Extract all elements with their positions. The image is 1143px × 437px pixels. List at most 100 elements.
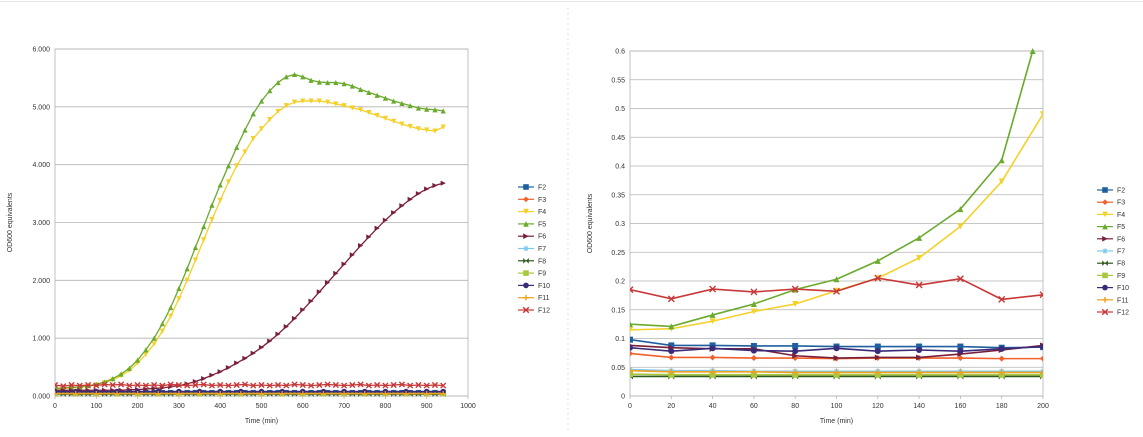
data-point xyxy=(630,367,633,374)
data-point xyxy=(151,341,157,347)
data-point xyxy=(267,116,273,123)
legend-marker xyxy=(1102,260,1108,266)
y-tick-label: 0.2 xyxy=(615,279,625,286)
data-point xyxy=(84,381,92,389)
data-point xyxy=(833,276,840,283)
data-point xyxy=(333,270,339,276)
y-tick-label: 0.4 xyxy=(615,164,625,171)
data-point xyxy=(792,301,799,307)
legend-item: F12 xyxy=(1097,308,1129,317)
data-point xyxy=(431,381,439,389)
data-point xyxy=(750,368,757,375)
data-point xyxy=(833,345,840,352)
legend-item: F9 xyxy=(1097,272,1125,280)
data-point xyxy=(324,99,331,105)
data-point xyxy=(209,217,215,223)
data-point xyxy=(750,301,757,307)
data-point xyxy=(365,382,372,389)
data-point xyxy=(192,244,199,250)
data-point xyxy=(358,86,364,93)
data-point xyxy=(242,355,248,362)
data-point xyxy=(630,286,634,294)
data-point xyxy=(916,234,923,241)
data-point xyxy=(998,295,1006,303)
data-point xyxy=(341,391,347,397)
data-point xyxy=(668,348,675,355)
legend-marker xyxy=(523,282,529,289)
legend-label: F7 xyxy=(1117,249,1125,256)
legend-item: F6 xyxy=(518,233,546,241)
data-point xyxy=(399,121,405,127)
data-point xyxy=(998,345,1005,352)
data-point xyxy=(667,295,675,303)
data-point xyxy=(998,369,1005,376)
legend-label: F3 xyxy=(1117,200,1125,207)
data-point xyxy=(274,381,282,389)
data-point xyxy=(209,372,215,378)
data-point xyxy=(874,354,881,361)
data-point xyxy=(415,126,422,132)
data-point xyxy=(176,285,182,292)
data-point xyxy=(792,352,799,359)
legend-label: F2 xyxy=(538,185,546,192)
data-point xyxy=(709,368,716,375)
data-point xyxy=(73,391,79,397)
x-tick-label: 500 xyxy=(256,403,268,410)
data-point xyxy=(275,79,281,86)
data-point xyxy=(291,315,298,322)
data-point xyxy=(382,382,389,389)
data-point xyxy=(424,106,430,112)
y-tick-label: 4.000 xyxy=(32,162,50,169)
data-point xyxy=(250,350,256,356)
data-point xyxy=(118,371,124,377)
data-point xyxy=(399,203,405,209)
legend-item: F7 xyxy=(1097,248,1125,256)
data-point xyxy=(283,382,290,389)
y-tick-label: 0 xyxy=(621,394,625,401)
data-point xyxy=(374,112,380,119)
legend-item: F7 xyxy=(518,245,546,253)
x-tick-label: 0 xyxy=(628,403,632,410)
data-point xyxy=(316,98,322,104)
legend-label: F11 xyxy=(1117,297,1129,304)
data-point xyxy=(916,347,923,353)
data-point xyxy=(267,88,273,94)
data-point xyxy=(349,252,355,258)
data-point xyxy=(366,89,372,95)
data-point xyxy=(874,257,881,264)
data-point xyxy=(957,355,964,362)
data-point xyxy=(668,368,675,375)
x-axis-title: Time (min) xyxy=(820,418,853,425)
right-chart: 0 0.05 0.1 0.15 0.2 0.25 0.3 0.35 0.4 0.45 0.5 0.55… xyxy=(587,48,1129,425)
legend-marker xyxy=(1102,236,1108,242)
data-point xyxy=(398,381,406,388)
x-tick-label: 300 xyxy=(173,403,185,410)
data-point xyxy=(283,74,289,80)
data-point xyxy=(126,382,133,389)
legend-label: F3 xyxy=(538,197,546,204)
data-point xyxy=(300,307,306,313)
data-point xyxy=(1040,371,1043,378)
data-point xyxy=(630,371,633,378)
data-point xyxy=(382,391,388,397)
legend-label: F7 xyxy=(538,246,546,253)
y-tick-label: 0.25 xyxy=(611,250,625,257)
legend-label: F10 xyxy=(1117,285,1129,292)
plot-area xyxy=(55,71,447,397)
data-point xyxy=(358,107,364,113)
x-tick-label: 60 xyxy=(750,403,758,410)
data-point xyxy=(200,381,207,388)
data-point xyxy=(225,163,232,169)
data-point xyxy=(424,391,430,397)
y-tick-label: 0.1 xyxy=(615,336,625,343)
x-tick-label: 120 xyxy=(872,403,884,410)
legend-label: F12 xyxy=(1117,310,1129,317)
legend-marker xyxy=(1102,223,1108,230)
data-point xyxy=(391,210,397,216)
data-point xyxy=(316,289,322,295)
data-point xyxy=(399,100,405,106)
data-point xyxy=(300,98,306,104)
data-point xyxy=(415,190,422,197)
legend-marker xyxy=(1102,199,1108,205)
data-point xyxy=(176,296,182,302)
